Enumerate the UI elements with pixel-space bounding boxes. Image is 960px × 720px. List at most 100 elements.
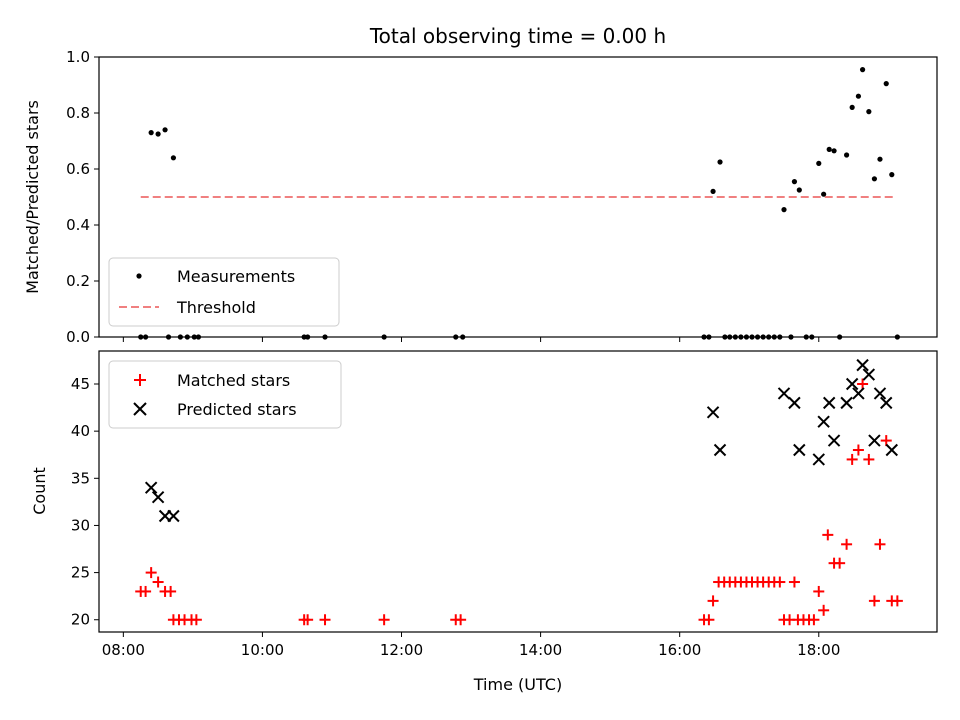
matched-star-marker-49 <box>868 595 880 607</box>
measurement-point-47 <box>866 109 872 115</box>
predicted-star-marker-14 <box>845 377 859 391</box>
matched-star-marker-12 <box>302 614 314 626</box>
measurement-point-15 <box>453 334 459 340</box>
measurement-point-18 <box>706 334 712 340</box>
measurement-point-40 <box>826 146 832 152</box>
bottom-y-axis-label: Count <box>30 467 49 515</box>
matched-star-marker-39 <box>813 585 825 597</box>
measurement-point-31 <box>777 334 783 340</box>
predicted-star-marker-15 <box>852 387 865 400</box>
predicted-star-marker-17 <box>862 368 876 381</box>
measurement-point-39 <box>821 191 827 197</box>
matched-star-marker-5 <box>165 585 177 597</box>
measurement-point-46 <box>859 67 866 73</box>
top-y-tick-label-1: 0.2 <box>66 272 90 290</box>
measurement-point-32 <box>781 207 787 213</box>
legend-matched-label: Matched stars <box>177 371 290 390</box>
bottom-x-axis-ticks: 08:00 10:00 12:00 14:00 16:00 18:00 <box>102 632 840 659</box>
matched-star-marker-40 <box>818 604 830 616</box>
predicted-star-marker-12 <box>827 434 841 447</box>
predicted-star-markers <box>144 358 899 523</box>
matched-star-marker-45 <box>846 453 858 465</box>
predicted-star-marker-7 <box>788 396 801 410</box>
x-axis-label: Time (UTC) <box>473 675 562 694</box>
measurement-point-13 <box>322 334 328 340</box>
measurement-point-8 <box>184 334 190 340</box>
matched-star-marker-53 <box>891 595 903 607</box>
predicted-star-marker-4 <box>706 406 720 419</box>
predicted-star-marker-6 <box>777 387 791 400</box>
matched-star-marker-18 <box>703 614 715 626</box>
measurement-point-44 <box>849 104 855 110</box>
bottom-y-tick-label-3: 35 <box>71 469 90 487</box>
predicted-star-marker-5 <box>713 443 727 457</box>
measurement-point-30 <box>771 334 777 340</box>
matched-star-marker-38 <box>808 614 820 626</box>
matched-star-marker-13 <box>319 614 331 626</box>
measurement-points <box>138 67 900 340</box>
measurement-point-49 <box>877 156 883 162</box>
predicted-star-marker-18 <box>868 434 881 447</box>
measurement-point-10 <box>195 334 202 340</box>
measurement-point-22 <box>727 334 733 340</box>
measurement-point-28 <box>760 334 766 340</box>
predicted-star-marker-0 <box>144 481 158 494</box>
matched-star-marker-1 <box>140 585 152 597</box>
measurement-point-6 <box>165 334 172 340</box>
measurement-point-20 <box>717 159 723 165</box>
bottom-y-tick-label-0: 20 <box>71 611 90 629</box>
measurement-point-48 <box>871 176 878 182</box>
matched-star-marker-14 <box>378 614 390 626</box>
matched-star-marker-16 <box>455 614 467 626</box>
predicted-star-marker-13 <box>840 396 853 410</box>
matched-star-marker-3 <box>152 576 164 588</box>
predicted-star-marker-11 <box>823 396 836 410</box>
predicted-star-marker-16 <box>856 358 869 372</box>
measurement-point-52 <box>894 334 900 340</box>
matched-star-marker-10 <box>190 614 202 626</box>
measurement-point-35 <box>796 187 802 193</box>
matched-star-marker-50 <box>874 538 886 550</box>
x-tick-label-2: 12:00 <box>380 641 423 659</box>
predicted-star-marker-20 <box>880 396 893 410</box>
top-y-tick-label-2: 0.4 <box>66 216 90 234</box>
chart-title: Total observing time = 0.00 h <box>369 24 666 48</box>
measurement-point-14 <box>381 334 387 340</box>
legend-matched-marker <box>134 374 146 386</box>
measurement-point-4 <box>162 127 168 133</box>
matched-star-marker-46 <box>852 444 864 456</box>
measurement-point-9 <box>191 334 197 340</box>
bottom-plot-frame <box>98 350 938 633</box>
top-plot-frame <box>98 56 938 338</box>
measurement-point-42 <box>837 334 843 340</box>
bottom-y-tick-label-1: 25 <box>71 564 90 582</box>
top-y-tick-label-0: 0.0 <box>66 328 90 346</box>
measurement-point-51 <box>889 172 895 178</box>
bottom-legend: Matched stars Predicted stars <box>108 360 342 429</box>
measurement-point-24 <box>738 334 744 340</box>
measurement-point-12 <box>305 334 311 340</box>
measurement-point-50 <box>883 81 889 87</box>
measurement-point-38 <box>816 160 822 166</box>
top-legend-box <box>108 257 340 327</box>
predicted-star-marker-19 <box>873 387 887 400</box>
measurement-point-19 <box>710 188 716 194</box>
x-tick-label-4: 16:00 <box>658 641 701 659</box>
predicted-star-marker-21 <box>885 443 899 457</box>
matched-star-marker-48 <box>863 453 875 465</box>
x-tick-label-5: 18:00 <box>797 641 840 659</box>
legend-predicted-marker <box>133 402 147 416</box>
matched-star-marker-47 <box>857 378 869 390</box>
top-y-tick-label-4: 0.8 <box>66 104 90 122</box>
measurement-point-29 <box>766 334 772 340</box>
measurement-point-26 <box>749 334 755 340</box>
matched-star-marker-43 <box>834 557 846 569</box>
top-y-axis-ticks: 0.0 0.2 0.4 0.6 0.8 1.0 <box>66 48 99 346</box>
measurement-point-3 <box>155 131 161 137</box>
measurement-point-21 <box>722 334 728 340</box>
bottom-panel: 20 25 30 35 40 45 08:00 10:00 12:00 14:00 16:00 18… <box>30 350 938 694</box>
predicted-star-marker-3 <box>167 509 180 523</box>
bottom-legend-box <box>108 360 342 429</box>
